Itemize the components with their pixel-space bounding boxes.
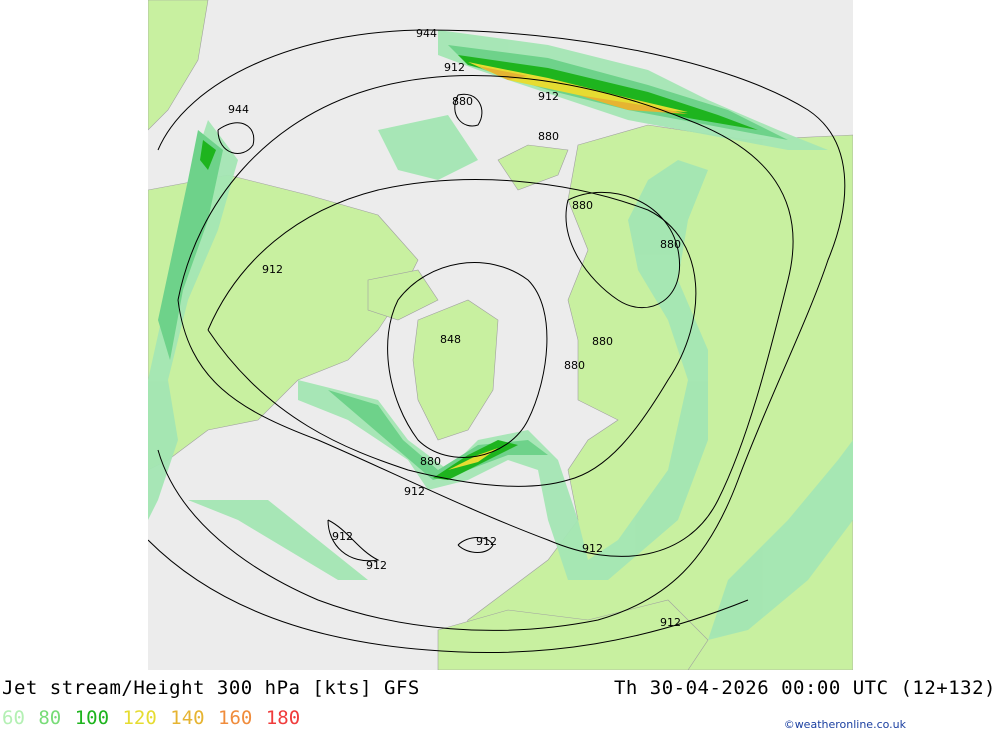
contour-label: 912 [332, 530, 353, 543]
contour-label: 880 [452, 95, 473, 108]
jet-band-pacific [188, 500, 368, 580]
legend-item-100: 100 [74, 707, 110, 729]
contour-label: 912 [262, 263, 283, 276]
contour-label: 912 [366, 559, 387, 572]
contour-label: 912 [444, 61, 465, 74]
contour-label: 880 [572, 199, 593, 212]
jet-80-west [158, 130, 223, 360]
jet-band-southeast [708, 440, 853, 640]
contour-944-3 [147, 539, 749, 654]
contour-880-3 [454, 93, 483, 127]
legend-item-180: 180 [265, 707, 301, 729]
contour-label: 880 [564, 359, 585, 372]
contour-944-outer [157, 29, 846, 631]
jet-band-west [148, 120, 238, 520]
contour-912-1 [177, 75, 794, 557]
contour-label: 880 [660, 238, 681, 251]
contour-label: 912 [538, 90, 559, 103]
contour-label: 912 [660, 616, 681, 629]
legend-item-80: 80 [38, 707, 62, 729]
contour-label: 880 [592, 335, 613, 348]
contour-912-2 [207, 179, 697, 487]
jet-120-atlantic [448, 448, 498, 470]
contour-label-group: 944 912 880 912 944 912 880 880 880 848 … [228, 27, 681, 629]
contour-944-2 [217, 122, 255, 154]
wind-speed-legend: 60 80 100 120 140 160 180 [2, 707, 302, 729]
legend-item-140: 140 [170, 707, 205, 729]
land-north-america [147, 174, 419, 471]
contour-label: 944 [228, 103, 249, 116]
legend-item-60: 60 [2, 707, 25, 729]
land-greenland [412, 299, 499, 441]
contour-880-1 [387, 262, 548, 458]
jet-140-north [478, 66, 528, 80]
contour-label: 912 [582, 542, 603, 555]
land-siberia [497, 144, 569, 191]
land-arctic-islands [367, 269, 439, 321]
contour-label: 880 [538, 130, 559, 143]
credit-link[interactable]: ©weatheronline.co.uk [783, 718, 906, 731]
contour-label: 912 [404, 485, 425, 498]
contour-880-2 [565, 191, 680, 309]
weather-map: 944 912 880 912 944 912 880 880 880 848 … [147, 0, 854, 671]
contour-label: 944 [416, 27, 437, 40]
jet-band-atlantic [298, 160, 708, 580]
chart-title: Jet stream/Height 300 hPa [kts] GFS [2, 677, 420, 699]
land-alaska [147, 0, 209, 131]
map-canvas: 944 912 880 912 944 912 880 880 880 848 … [147, 0, 854, 671]
contour-912-3 [327, 519, 380, 562]
jet-band-arctic [378, 115, 478, 180]
contour-label: 912 [476, 535, 497, 548]
contour-lines [147, 29, 846, 654]
contour-912-4 [457, 537, 494, 553]
forecast-datetime: Th 30-04-2026 00:00 UTC (12+132) [613, 677, 996, 699]
jet-100-west [200, 140, 216, 170]
legend-item-160: 160 [218, 707, 253, 729]
contour-label: 848 [440, 333, 461, 346]
legend-item-120: 120 [122, 707, 157, 729]
contour-label: 880 [420, 455, 441, 468]
